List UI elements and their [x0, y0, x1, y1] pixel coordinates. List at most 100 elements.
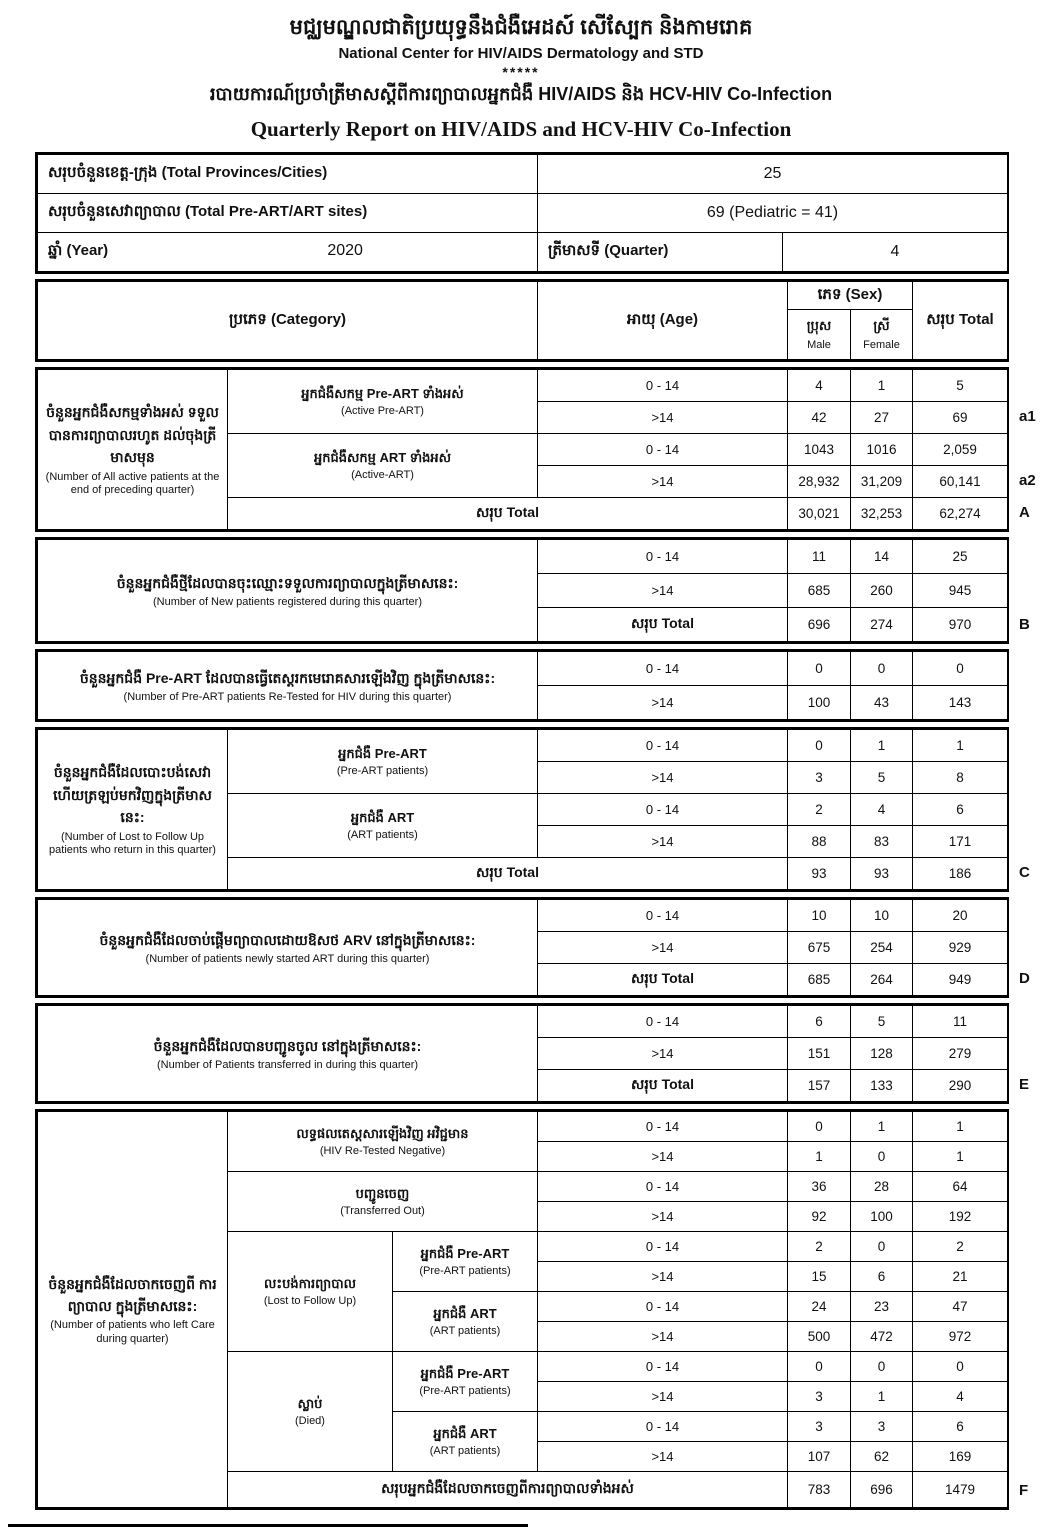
total-label: សរុបអ្នកជំងឺដែលចាកចេញពីការព្យាបាលទាំងអស់	[227, 1471, 788, 1509]
star-separator: *****	[502, 64, 540, 81]
female-value: 1	[850, 1381, 913, 1413]
male-total: 30,021	[787, 497, 851, 531]
total-value: 279	[912, 1037, 1008, 1071]
male-value: 3	[787, 1411, 851, 1443]
male-value: 3	[787, 1381, 851, 1413]
category-transferred-in: ចំនួនអ្នកជំងឺដែលបានបញ្ជូនចូល នៅក្នុងត្រី…	[37, 1005, 538, 1103]
age-cell: >14	[537, 685, 788, 721]
ltfu-returned-khmer: ចំនួនអ្នកជំងឺដែលបោះបង់សេវា ហើយត្រឡប់មកវិ…	[53, 764, 212, 826]
total-value: 1	[912, 729, 1008, 763]
newly-started-english: (Number of patients newly started ART du…	[145, 953, 430, 966]
age-cell: 0 - 14	[537, 1005, 788, 1039]
category-active-english: (Number of All active patients at the en…	[45, 470, 220, 497]
new-patients-khmer: ចំនួនអ្នកជំងឺថ្មីដែលបានចុះឈ្មោះទទួលការព្…	[116, 574, 459, 591]
female-value: 3	[850, 1411, 913, 1443]
total-value: 1	[912, 1141, 1008, 1173]
female-total: 32,253	[850, 497, 913, 531]
died-preart-english: (Pre-ART patients)	[419, 1385, 511, 1398]
age-cell: >14	[537, 761, 788, 795]
total-value: 25	[912, 539, 1008, 575]
male-value: 1043	[787, 433, 851, 467]
male-value: 1	[787, 1141, 851, 1173]
male-value: 107	[787, 1441, 851, 1473]
male-value: 6	[787, 1005, 851, 1039]
active-art-english: (Active-ART)	[351, 469, 414, 482]
age-cell: 0 - 14	[537, 651, 788, 687]
section-new-patients: ចំនួនអ្នកជំងឺថ្មីដែលបានចុះឈ្មោះទទួលការព្…	[35, 537, 1030, 645]
age-cell: >14	[537, 465, 788, 499]
female-value: 23	[850, 1291, 913, 1323]
active-preart-english: (Active Pre-ART)	[341, 405, 424, 418]
preart-retested-khmer: ចំនួនអ្នកជំងឺ Pre-ART ដែលបានធ្វើតេស្តរកម…	[79, 669, 496, 686]
female-value: 4	[850, 793, 913, 827]
age-cell: 0 - 14	[537, 793, 788, 827]
female-value: 31,209	[850, 465, 913, 499]
age-cell: 0 - 14	[537, 729, 788, 763]
group-died: ស្លាប់ (Died)	[227, 1351, 393, 1473]
provinces-label: សរុបចំនួនខេត្ត-ក្រុង (Total Provinces/Ci…	[37, 154, 538, 195]
male-value: 151	[787, 1037, 851, 1071]
subgroup-died-preart: អ្នកជំងឺ Pre-ART (Pre-ART patients)	[392, 1351, 538, 1413]
ltfu-returned-english: (Number of Lost to Follow Up patients wh…	[49, 830, 216, 857]
male-value: 675	[787, 931, 851, 965]
group-lost-to-follow-up: លះបង់ការព្យាបាល (Lost to Follow Up)	[227, 1231, 393, 1353]
age-cell: >14	[537, 1441, 788, 1473]
report-title-khmer: របាយការណ៍ប្រចាំត្រីមាសស្តីពីការព្យាបាលអ្…	[209, 84, 833, 105]
grand-total: 186	[912, 857, 1008, 891]
col-header-total: សរុប Total	[912, 281, 1008, 361]
total-value: 64	[912, 1171, 1008, 1203]
age-cell: 0 - 14	[537, 369, 788, 403]
female-value: 1	[850, 729, 913, 763]
female-value: 43	[850, 685, 913, 721]
age-cell: >14	[537, 1261, 788, 1293]
total-value: 169	[912, 1441, 1008, 1473]
male-value: 36	[787, 1171, 851, 1203]
section-newly-started-art: ចំនួនអ្នកជំងឺដែលចាប់ផ្តើមព្យាបាលដោយឱសថ A…	[35, 897, 1030, 999]
male-value: 0	[787, 1111, 851, 1143]
active-preart-khmer: អ្នកជំងឺសកម្ម Pre-ART ទាំងអស់	[301, 385, 464, 401]
total-value: 11	[912, 1005, 1008, 1039]
age-cell: 0 - 14	[537, 433, 788, 467]
org-title-english: National Center for HIV/AIDS Dermatology…	[338, 45, 704, 63]
total-value: 69	[912, 401, 1008, 435]
total-value: 47	[912, 1291, 1008, 1323]
table-column-header: ប្រភេទ (Category) អាយុ (Age) ភេទ (Sex) ស…	[35, 279, 1009, 363]
total-value: 20	[912, 899, 1008, 933]
row-marker-F: F	[1019, 1482, 1029, 1500]
col-header-sex: ភេទ (Sex)	[787, 281, 913, 311]
female-value: 10	[850, 899, 913, 933]
age-cell: 0 - 14	[537, 1351, 788, 1383]
row-total-provinces: សរុបចំនួនខេត្ត-ក្រុង (Total Provinces/Ci…	[37, 154, 1009, 195]
grand-total: 290	[912, 1069, 1008, 1103]
subcategory-preart-patients: អ្នកជំងឺ Pre-ART (Pre-ART patients)	[227, 729, 538, 795]
total-value: 0	[912, 1351, 1008, 1383]
male-value: 11	[787, 539, 851, 575]
row-marker-B: B	[1019, 616, 1030, 634]
section-active-patients: ចំនួនអ្នកជំងឺសកម្មទាំងអស់ ទទួលបានការព្យា…	[35, 367, 1036, 533]
female-value: 0	[850, 1351, 913, 1383]
transferred-out-khmer: បញ្ជូនចេញ	[355, 1185, 410, 1201]
female-total: 264	[850, 963, 913, 997]
retested-negative-english: (HIV Re-Tested Negative)	[319, 1145, 446, 1158]
female-value: 254	[850, 931, 913, 965]
transferred-in-khmer: ចំនួនអ្នកជំងឺដែលបានបញ្ជូនចូល នៅក្នុងត្រី…	[153, 1037, 422, 1054]
female-value: 0	[850, 1231, 913, 1263]
preart-retested-english: (Number of Pre-ART patients Re-Tested fo…	[123, 691, 452, 704]
male-value: 88	[787, 825, 851, 859]
female-value: 128	[850, 1037, 913, 1071]
category-active-khmer: ចំនួនអ្នកជំងឺសកម្មទាំងអស់ ទទួលបានការព្យា…	[46, 404, 219, 466]
total-value: 1	[912, 1111, 1008, 1143]
year-cell: ឆ្នាំ (Year) 2020	[37, 232, 538, 273]
category-preart-retested: ចំនួនអ្នកជំងឺ Pre-ART ដែលបានធ្វើតេស្តរកម…	[37, 651, 538, 721]
male-value: 15	[787, 1261, 851, 1293]
male-value: 24	[787, 1291, 851, 1323]
document-header: មជ្ឈមណ្ឌលជាតិប្រយុទ្ធនឹងជំងឺអេដស៍ សើស្បែ…	[35, 0, 1007, 142]
total-value: 171	[912, 825, 1008, 859]
total-value: 21	[912, 1261, 1008, 1293]
female-value: 6	[850, 1261, 913, 1293]
subgroup-ltfu-art: អ្នកជំងឺ ART (ART patients)	[392, 1291, 538, 1353]
male-value: 685	[787, 573, 851, 609]
male-value: 100	[787, 685, 851, 721]
age-cell: 0 - 14	[537, 1111, 788, 1143]
age-cell: 0 - 14	[537, 539, 788, 575]
